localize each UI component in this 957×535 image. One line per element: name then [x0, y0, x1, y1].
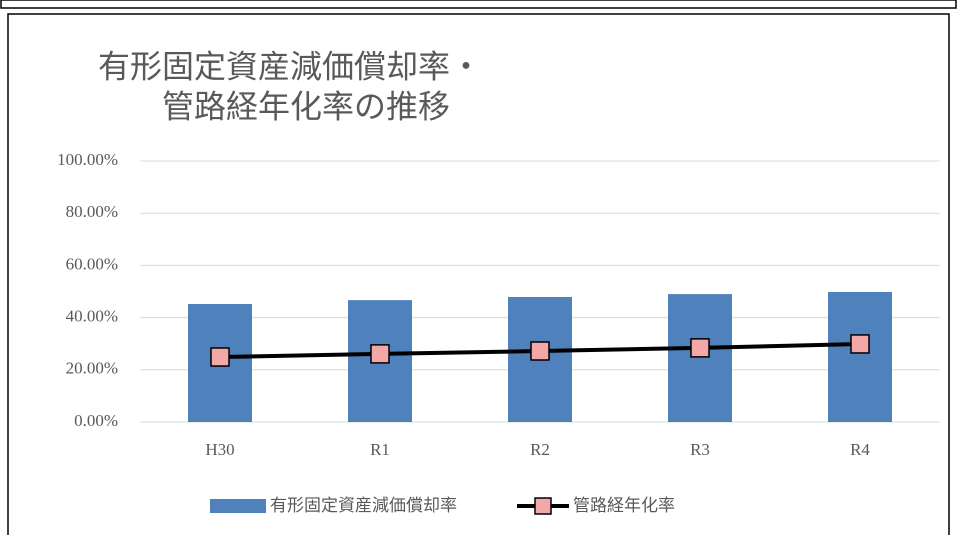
- marker: [530, 341, 550, 361]
- x-tick-label: R1: [370, 440, 390, 459]
- top-frame: [0, 0, 957, 9]
- y-tick-label: 20.00%: [66, 359, 118, 378]
- y-tick-label: 40.00%: [66, 307, 118, 326]
- y-tick-label: 0.00%: [74, 411, 118, 430]
- x-tick-label: R2: [530, 440, 550, 459]
- marker: [370, 344, 390, 364]
- legend-swatch: [210, 499, 266, 513]
- bar: [828, 292, 892, 422]
- legend-label: 有形固定資産減価償却率: [270, 496, 457, 516]
- marker: [210, 347, 230, 367]
- bar: [668, 294, 732, 422]
- y-tick-label: 80.00%: [66, 202, 118, 221]
- x-tick-label: R4: [850, 440, 870, 459]
- marker: [690, 338, 710, 358]
- chart-title: 管路経年化率の推移: [162, 88, 450, 124]
- x-tick-label: R3: [690, 440, 710, 459]
- marker: [850, 334, 870, 354]
- x-tick-label: H30: [205, 440, 234, 459]
- chart-frame: [7, 13, 950, 535]
- chart-title: 有形固定資産減価償却率・: [98, 48, 482, 84]
- legend-label: 管路経年化率: [573, 496, 675, 516]
- y-tick-label: 100.00%: [57, 150, 118, 169]
- legend-swatch: [534, 497, 552, 515]
- y-tick-label: 60.00%: [66, 254, 118, 273]
